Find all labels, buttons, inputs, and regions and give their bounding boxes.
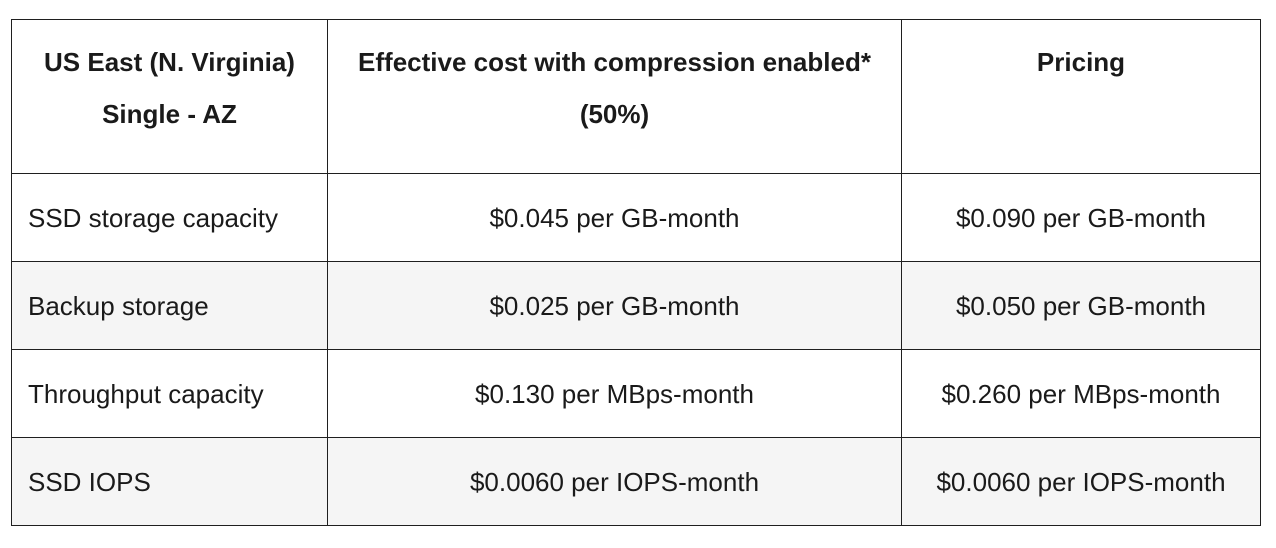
- cell-item: Backup storage: [11, 261, 328, 350]
- cell-effective-cost: $0.045 per GB-month: [327, 173, 902, 262]
- cell-item: Throughput capacity: [11, 349, 328, 438]
- header-pricing: Pricing: [901, 19, 1261, 174]
- table-header: US East (N. Virginia) Single - AZ Effect…: [11, 19, 1261, 174]
- table-row: Backup storage $0.025 per GB-month $0.05…: [11, 261, 1261, 350]
- table-row: Throughput capacity $0.130 per MBps-mont…: [11, 349, 1261, 438]
- header-region-line1: US East (N. Virginia): [44, 47, 295, 77]
- cell-effective-cost: $0.130 per MBps-month: [327, 349, 902, 438]
- header-region: US East (N. Virginia) Single - AZ: [11, 19, 328, 174]
- cell-effective-cost: $0.025 per GB-month: [327, 261, 902, 350]
- header-effective-cost: Effective cost with compression enabled*…: [327, 19, 902, 174]
- cell-effective-cost: $0.0060 per IOPS-month: [327, 437, 902, 526]
- cell-pricing: $0.260 per MBps-month: [901, 349, 1261, 438]
- cell-item: SSD IOPS: [11, 437, 328, 526]
- header-effective-cost-line2: (50%): [579, 99, 650, 129]
- cell-pricing: $0.050 per GB-month: [901, 261, 1261, 350]
- cell-pricing: $0.0060 per IOPS-month: [901, 437, 1261, 526]
- table-body: SSD storage capacity $0.045 per GB-month…: [11, 173, 1261, 526]
- header-pricing-label: Pricing: [1036, 47, 1126, 77]
- cell-pricing: $0.090 per GB-month: [901, 173, 1261, 262]
- header-row: US East (N. Virginia) Single - AZ Effect…: [11, 19, 1261, 174]
- table-row: SSD IOPS $0.0060 per IOPS-month $0.0060 …: [11, 437, 1261, 526]
- cell-item: SSD storage capacity: [11, 173, 328, 262]
- pricing-table: US East (N. Virginia) Single - AZ Effect…: [11, 19, 1261, 526]
- header-effective-cost-line1: Effective cost with compression enabled*: [358, 47, 871, 77]
- header-region-line2: Single - AZ: [102, 99, 237, 129]
- table-row: SSD storage capacity $0.045 per GB-month…: [11, 173, 1261, 262]
